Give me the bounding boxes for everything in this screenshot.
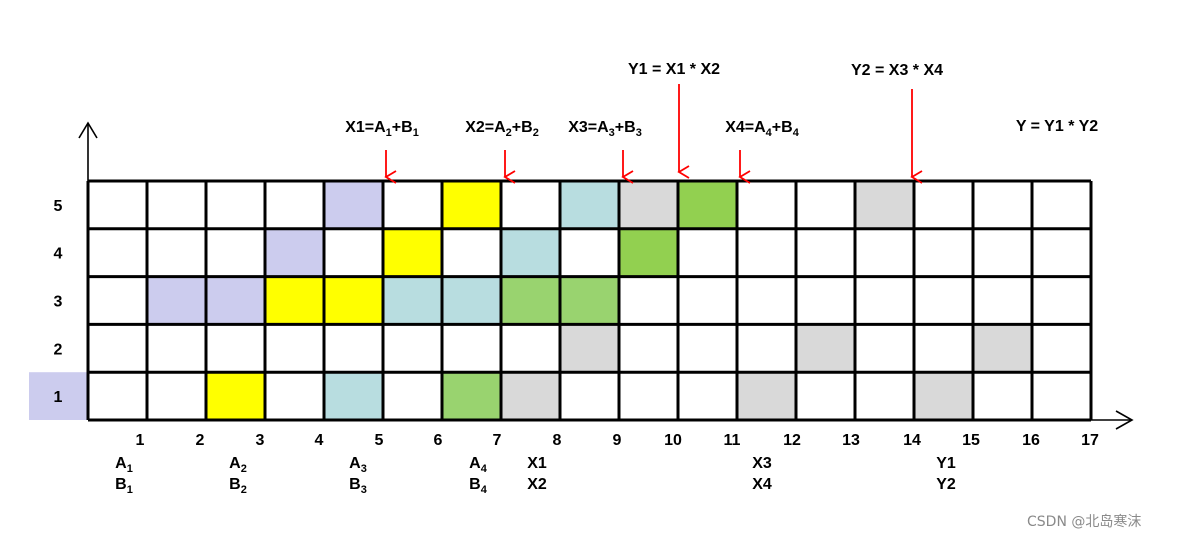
x-tick-6: 6: [434, 432, 443, 449]
cell-yellow-r1-c3: [206, 372, 265, 420]
x-tick-labels: 1 2 3 4 5 6 7 8 9 10 11 12 13 14 15 16 17: [136, 432, 1099, 449]
operand-x12-top: X1: [527, 455, 547, 472]
x-tick-1: 1: [136, 432, 145, 449]
cell-lavender-r3-c3: [206, 276, 265, 325]
x-tick-2: 2: [196, 432, 205, 449]
x-tick-14: 14: [903, 432, 921, 449]
cell-lavender-r5-c5: [324, 181, 383, 229]
row-label-1: 1: [54, 389, 63, 406]
op-label-x1: X1=A1+B1: [345, 119, 419, 139]
x-tick-9: 9: [613, 432, 622, 449]
x-tick-4: 4: [315, 432, 324, 449]
cell-bright_green-r4-c10: [619, 228, 678, 277]
cell-green-r1-c7: [442, 372, 501, 420]
row-label-3: 3: [54, 294, 63, 311]
op-label-y2: Y2 = X3 * X4: [851, 62, 943, 79]
operand-ab2-top: A2: [229, 455, 247, 475]
op-label-x4: X4=A4+B4: [725, 119, 800, 139]
cell-green-r3-c8: [501, 276, 560, 325]
cell-bright_green-r5-c11: [678, 181, 737, 229]
row-label-5: 5: [54, 198, 63, 215]
cell-yellow-r4-c6: [383, 228, 442, 277]
x-tick-10: 10: [664, 432, 682, 449]
x-tick-13: 13: [842, 432, 860, 449]
cell-lavender-r1-c0: [29, 372, 88, 420]
operand-x34-top: X3: [752, 455, 772, 472]
cell-gray-r5-c14: [855, 181, 914, 229]
cell-teal-r1-c5: [324, 372, 383, 420]
op-label-x3: X3=A3+B3: [568, 119, 642, 139]
operand-ab3-top: A3: [349, 455, 367, 475]
operand-y12-bottom: Y2: [936, 476, 956, 493]
watermark: CSDN @北岛寒沫: [1027, 513, 1141, 530]
cell-gray-r2-c9: [560, 324, 619, 373]
operand-ab2-bottom: B2: [229, 476, 247, 496]
operand-x34-bottom: X4: [752, 476, 772, 493]
operation-labels: X1=A1+B1 X2=A2+B2 X3=A3+B3 Y1 = X1 * X2 X4=A…: [345, 61, 1098, 184]
cell-teal-r5-c9: [560, 181, 619, 229]
x-tick-11: 11: [724, 432, 741, 449]
op-label-y1: Y1 = X1 * X2: [628, 61, 720, 78]
cell-teal-r3-c7: [442, 276, 501, 325]
axes: [78, 121, 1134, 430]
grid-cells: [29, 181, 1091, 420]
cell-gray-r2-c16: [973, 324, 1032, 373]
row-label-2: 2: [54, 341, 63, 358]
cell-gray-r1-c15: [914, 372, 973, 420]
op-label-y: Y = Y1 * Y2: [1016, 118, 1098, 135]
cell-teal-r4-c8: [501, 228, 560, 277]
x-tick-16: 16: [1022, 432, 1040, 449]
operand-ab3-bottom: B3: [349, 476, 367, 496]
operand-ab1-bottom: B1: [115, 476, 133, 496]
operand-ab1-top: A1: [115, 455, 133, 475]
x-tick-17: 17: [1081, 432, 1099, 449]
operand-ab4-bottom: B4: [469, 476, 488, 496]
x-tick-3: 3: [256, 432, 265, 449]
cell-gray-r1-c8: [501, 372, 560, 420]
operand-ab4-top: A4: [469, 455, 488, 475]
x-tick-5: 5: [375, 432, 384, 449]
x-axis-arrowhead: [1115, 410, 1134, 430]
cell-lavender-r3-c2: [147, 276, 206, 325]
cell-yellow-r3-c5: [324, 276, 383, 325]
x-tick-12: 12: [783, 432, 801, 449]
row-label-4: 4: [54, 246, 63, 263]
cell-gray-r1-c12: [737, 372, 796, 420]
cell-green-r3-c9: [560, 276, 619, 325]
row-labels: 5 4 3 2 1: [54, 198, 63, 406]
cell-yellow-r3-c4: [265, 276, 324, 325]
x-tick-15: 15: [962, 432, 980, 449]
cell-gray-r5-c10: [619, 181, 678, 229]
operand-y12-top: Y1: [936, 455, 956, 472]
y-axis-arrowhead: [78, 121, 98, 139]
operand-x12-bottom: X2: [527, 476, 547, 493]
x-tick-7: 7: [493, 432, 502, 449]
cell-lavender-r4-c4: [265, 228, 324, 277]
cell-yellow-r5-c7: [442, 181, 501, 229]
cell-gray-r2-c13: [796, 324, 855, 373]
op-label-x2: X2=A2+B2: [465, 119, 539, 139]
x-tick-8: 8: [553, 432, 562, 449]
cell-teal-r3-c6: [383, 276, 442, 325]
